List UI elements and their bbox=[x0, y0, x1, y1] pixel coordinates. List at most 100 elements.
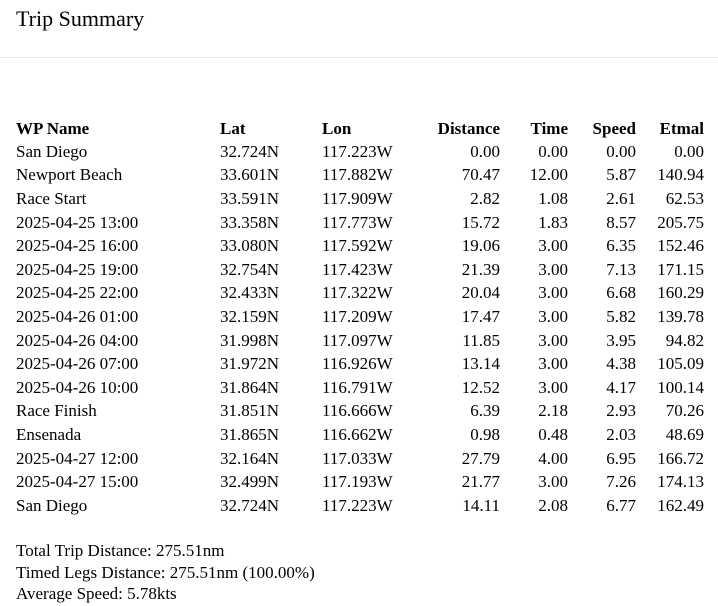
cell-etmal: 70.26 bbox=[665, 401, 704, 421]
cell-lon: 117.033W bbox=[322, 448, 393, 468]
cell-time: 3.00 bbox=[538, 472, 568, 492]
cell-speed: 6.68 bbox=[606, 283, 636, 303]
cell-lat: 33.080N bbox=[220, 236, 280, 256]
table-row: 2025-04-25 22:00 32.433N 117.322W 20.04 3.00… bbox=[14, 282, 706, 306]
cell-lat: 31.865N bbox=[220, 424, 280, 444]
cell-speed: 0.00 bbox=[606, 141, 636, 161]
header-time: Time bbox=[530, 118, 568, 138]
cell-speed: 2.61 bbox=[606, 188, 636, 208]
cell-wp-name: 2025-04-26 10:00 bbox=[16, 377, 139, 397]
header-etmal: Etmal bbox=[659, 118, 704, 138]
cell-etmal: 105.09 bbox=[657, 354, 704, 374]
cell-lon: 117.223W bbox=[322, 141, 393, 161]
table-row: 2025-04-25 16:00 33.080N 117.592W 19.06 3.00… bbox=[14, 234, 706, 258]
cell-distance: 14.11 bbox=[462, 495, 500, 515]
cell-distance: 21.77 bbox=[461, 472, 500, 492]
cell-speed: 3.95 bbox=[606, 330, 636, 350]
cell-time: 3.00 bbox=[538, 377, 568, 397]
cell-etmal: 162.49 bbox=[657, 495, 704, 515]
table-row: 2025-04-27 12:00 32.164N 117.033W 27.79 4.00… bbox=[14, 447, 706, 471]
cell-distance: 0.98 bbox=[470, 424, 500, 444]
cell-speed: 5.82 bbox=[606, 306, 636, 326]
table-row: 2025-04-26 01:00 32.159N 117.209W 17.47 3.00… bbox=[14, 305, 706, 329]
cell-distance: 19.06 bbox=[461, 236, 500, 256]
cell-distance: 6.39 bbox=[470, 401, 500, 421]
page-title: Trip Summary bbox=[16, 6, 145, 31]
total-trip-distance: Total Trip Distance: 275.51nm bbox=[16, 541, 225, 560]
cell-wp-name: 2025-04-25 13:00 bbox=[16, 212, 139, 232]
cell-speed: 7.26 bbox=[606, 472, 636, 492]
cell-wp-name: Race Finish bbox=[16, 401, 97, 421]
cell-wp-name: 2025-04-25 22:00 bbox=[16, 283, 139, 303]
cell-time: 0.48 bbox=[538, 424, 568, 444]
trip-totals: Total Trip Distance: 275.51nm Timed Legs… bbox=[16, 540, 315, 605]
cell-wp-name: 2025-04-25 16:00 bbox=[16, 236, 139, 256]
cell-lat: 33.601N bbox=[220, 165, 280, 185]
cell-etmal: 160.29 bbox=[657, 283, 704, 303]
cell-wp-name: San Diego bbox=[16, 495, 88, 515]
table-row: San Diego 32.724N 117.223W 14.11 2.08 6.77 162… bbox=[14, 494, 706, 518]
timed-legs-distance: Timed Legs Distance: 275.51nm (100.00%) bbox=[16, 562, 315, 582]
cell-distance: 13.14 bbox=[461, 354, 500, 374]
cell-etmal: 62.53 bbox=[665, 188, 704, 208]
cell-lat: 32.754N bbox=[220, 259, 280, 279]
cell-lon: 117.209W bbox=[322, 306, 393, 326]
cell-wp-name: Newport Beach bbox=[16, 165, 123, 185]
table-row: 2025-04-25 13:00 33.358N 117.773W 15.72 1.83… bbox=[14, 211, 706, 235]
cell-etmal: 140.94 bbox=[657, 165, 704, 185]
cell-time: 1.83 bbox=[538, 212, 568, 232]
cell-wp-name: 2025-04-26 07:00 bbox=[16, 354, 139, 374]
cell-time: 3.00 bbox=[538, 259, 568, 279]
cell-time: 3.00 bbox=[538, 354, 568, 374]
waypoint-table: WP Name Lat Lon Distance Time Speed Etma… bbox=[14, 117, 706, 518]
cell-speed: 2.03 bbox=[606, 424, 636, 444]
cell-wp-name: 2025-04-27 12:00 bbox=[16, 448, 139, 468]
cell-time: 2.08 bbox=[538, 495, 568, 515]
cell-distance: 12.52 bbox=[461, 377, 500, 397]
cell-lat: 32.724N bbox=[220, 141, 280, 161]
cell-etmal: 152.46 bbox=[657, 236, 704, 256]
table-row: 2025-04-27 15:00 32.499N 117.193W 21.77 3.00… bbox=[14, 470, 706, 494]
cell-etmal: 48.69 bbox=[665, 424, 704, 444]
table-row: 2025-04-25 19:00 32.754N 117.423W 21.39 3.00… bbox=[14, 258, 706, 282]
cell-wp-name: 2025-04-26 01:00 bbox=[16, 306, 139, 326]
cell-distance: 20.04 bbox=[461, 283, 500, 303]
cell-lat: 31.864N bbox=[220, 377, 280, 397]
cell-speed: 6.77 bbox=[606, 495, 636, 515]
cell-distance: 0.00 bbox=[470, 141, 500, 161]
cell-distance: 15.72 bbox=[461, 212, 500, 232]
cell-etmal: 139.78 bbox=[657, 306, 704, 326]
cell-lat: 33.591N bbox=[220, 188, 280, 208]
cell-time: 3.00 bbox=[538, 283, 568, 303]
cell-speed: 5.87 bbox=[606, 165, 636, 185]
cell-lat: 31.998N bbox=[220, 330, 280, 350]
cell-distance: 11.85 bbox=[462, 330, 500, 350]
header-distance: Distance bbox=[437, 118, 500, 138]
cell-time: 3.00 bbox=[538, 330, 568, 350]
cell-distance: 17.47 bbox=[461, 306, 500, 326]
table-row: 2025-04-26 10:00 31.864N 116.791W 12.52 3.00… bbox=[14, 376, 706, 400]
cell-speed: 8.57 bbox=[606, 212, 636, 232]
cell-lon: 117.097W bbox=[322, 330, 393, 350]
cell-etmal: 0.00 bbox=[674, 141, 704, 161]
cell-lon: 117.193W bbox=[322, 472, 393, 492]
cell-lon: 117.592W bbox=[322, 236, 393, 256]
cell-etmal: 94.82 bbox=[665, 330, 704, 350]
cell-lat: 33.358N bbox=[220, 212, 280, 232]
cell-distance: 27.79 bbox=[461, 448, 500, 468]
cell-wp-name: San Diego bbox=[16, 141, 88, 161]
average-speed: Average Speed: 5.78kts bbox=[16, 584, 177, 603]
cell-wp-name: 2025-04-26 04:00 bbox=[16, 330, 139, 350]
table-row: Race Start 33.591N 117.909W 2.82 1.08 2.61 62.… bbox=[14, 187, 706, 211]
cell-distance: 70.47 bbox=[461, 165, 500, 185]
cell-wp-name: 2025-04-25 19:00 bbox=[16, 259, 139, 279]
cell-speed: 6.95 bbox=[606, 448, 636, 468]
cell-lat: 32.164N bbox=[220, 448, 280, 468]
table-row: San Diego 32.724N 117.223W 0.00 0.00 0.00 0.00 bbox=[14, 140, 706, 164]
cell-time: 4.00 bbox=[538, 448, 568, 468]
cell-etmal: 205.75 bbox=[657, 212, 704, 232]
table-row: Race Finish 31.851N 116.666W 6.39 2.18 2.93 70… bbox=[14, 400, 706, 424]
header-lat: Lat bbox=[220, 118, 246, 138]
cell-wp-name: Ensenada bbox=[16, 424, 82, 444]
cell-time: 12.00 bbox=[529, 165, 568, 185]
